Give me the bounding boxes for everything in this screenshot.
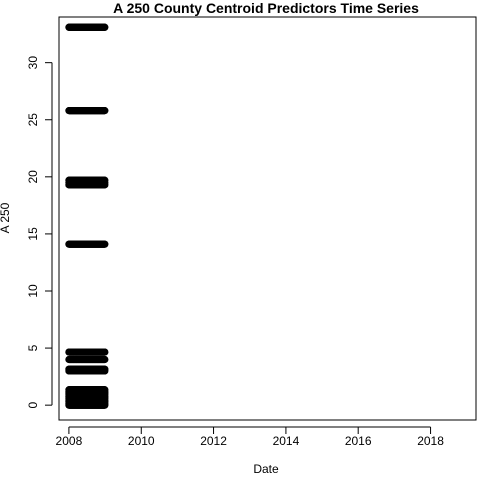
data-point (101, 366, 108, 373)
data-point (101, 24, 108, 31)
data-point (101, 386, 108, 393)
y-tick-label: 25 (26, 113, 40, 127)
data-point (101, 356, 108, 363)
y-tick-label: 10 (26, 284, 40, 298)
y-tick-label: 5 (26, 344, 40, 351)
x-tick-label: 2012 (200, 434, 227, 448)
y-tick-label: 30 (26, 56, 40, 70)
y-axis: 0 5 10 15 20 25 30 (26, 56, 52, 409)
x-axis: 2008 2010 2012 2014 2016 2018 (56, 427, 445, 448)
data-point (101, 241, 108, 248)
data-point (101, 177, 108, 184)
y-tick-label: 0 (26, 402, 40, 409)
data-points (65, 24, 108, 409)
data-point (101, 107, 108, 114)
y-axis-label: A 250 (0, 202, 12, 233)
x-tick-label: 2008 (56, 434, 83, 448)
x-tick-label: 2010 (128, 434, 155, 448)
data-point (101, 348, 108, 355)
x-tick-label: 2016 (345, 434, 372, 448)
y-tick-label: 20 (26, 170, 40, 184)
x-tick-label: 2014 (273, 434, 300, 448)
y-tick-label: 15 (26, 227, 40, 241)
x-tick-label: 2018 (417, 434, 444, 448)
chart-title: A 250 County Centroid Predictors Time Se… (113, 0, 419, 16)
x-axis-label: Date (253, 462, 279, 476)
plot-box (59, 17, 476, 420)
